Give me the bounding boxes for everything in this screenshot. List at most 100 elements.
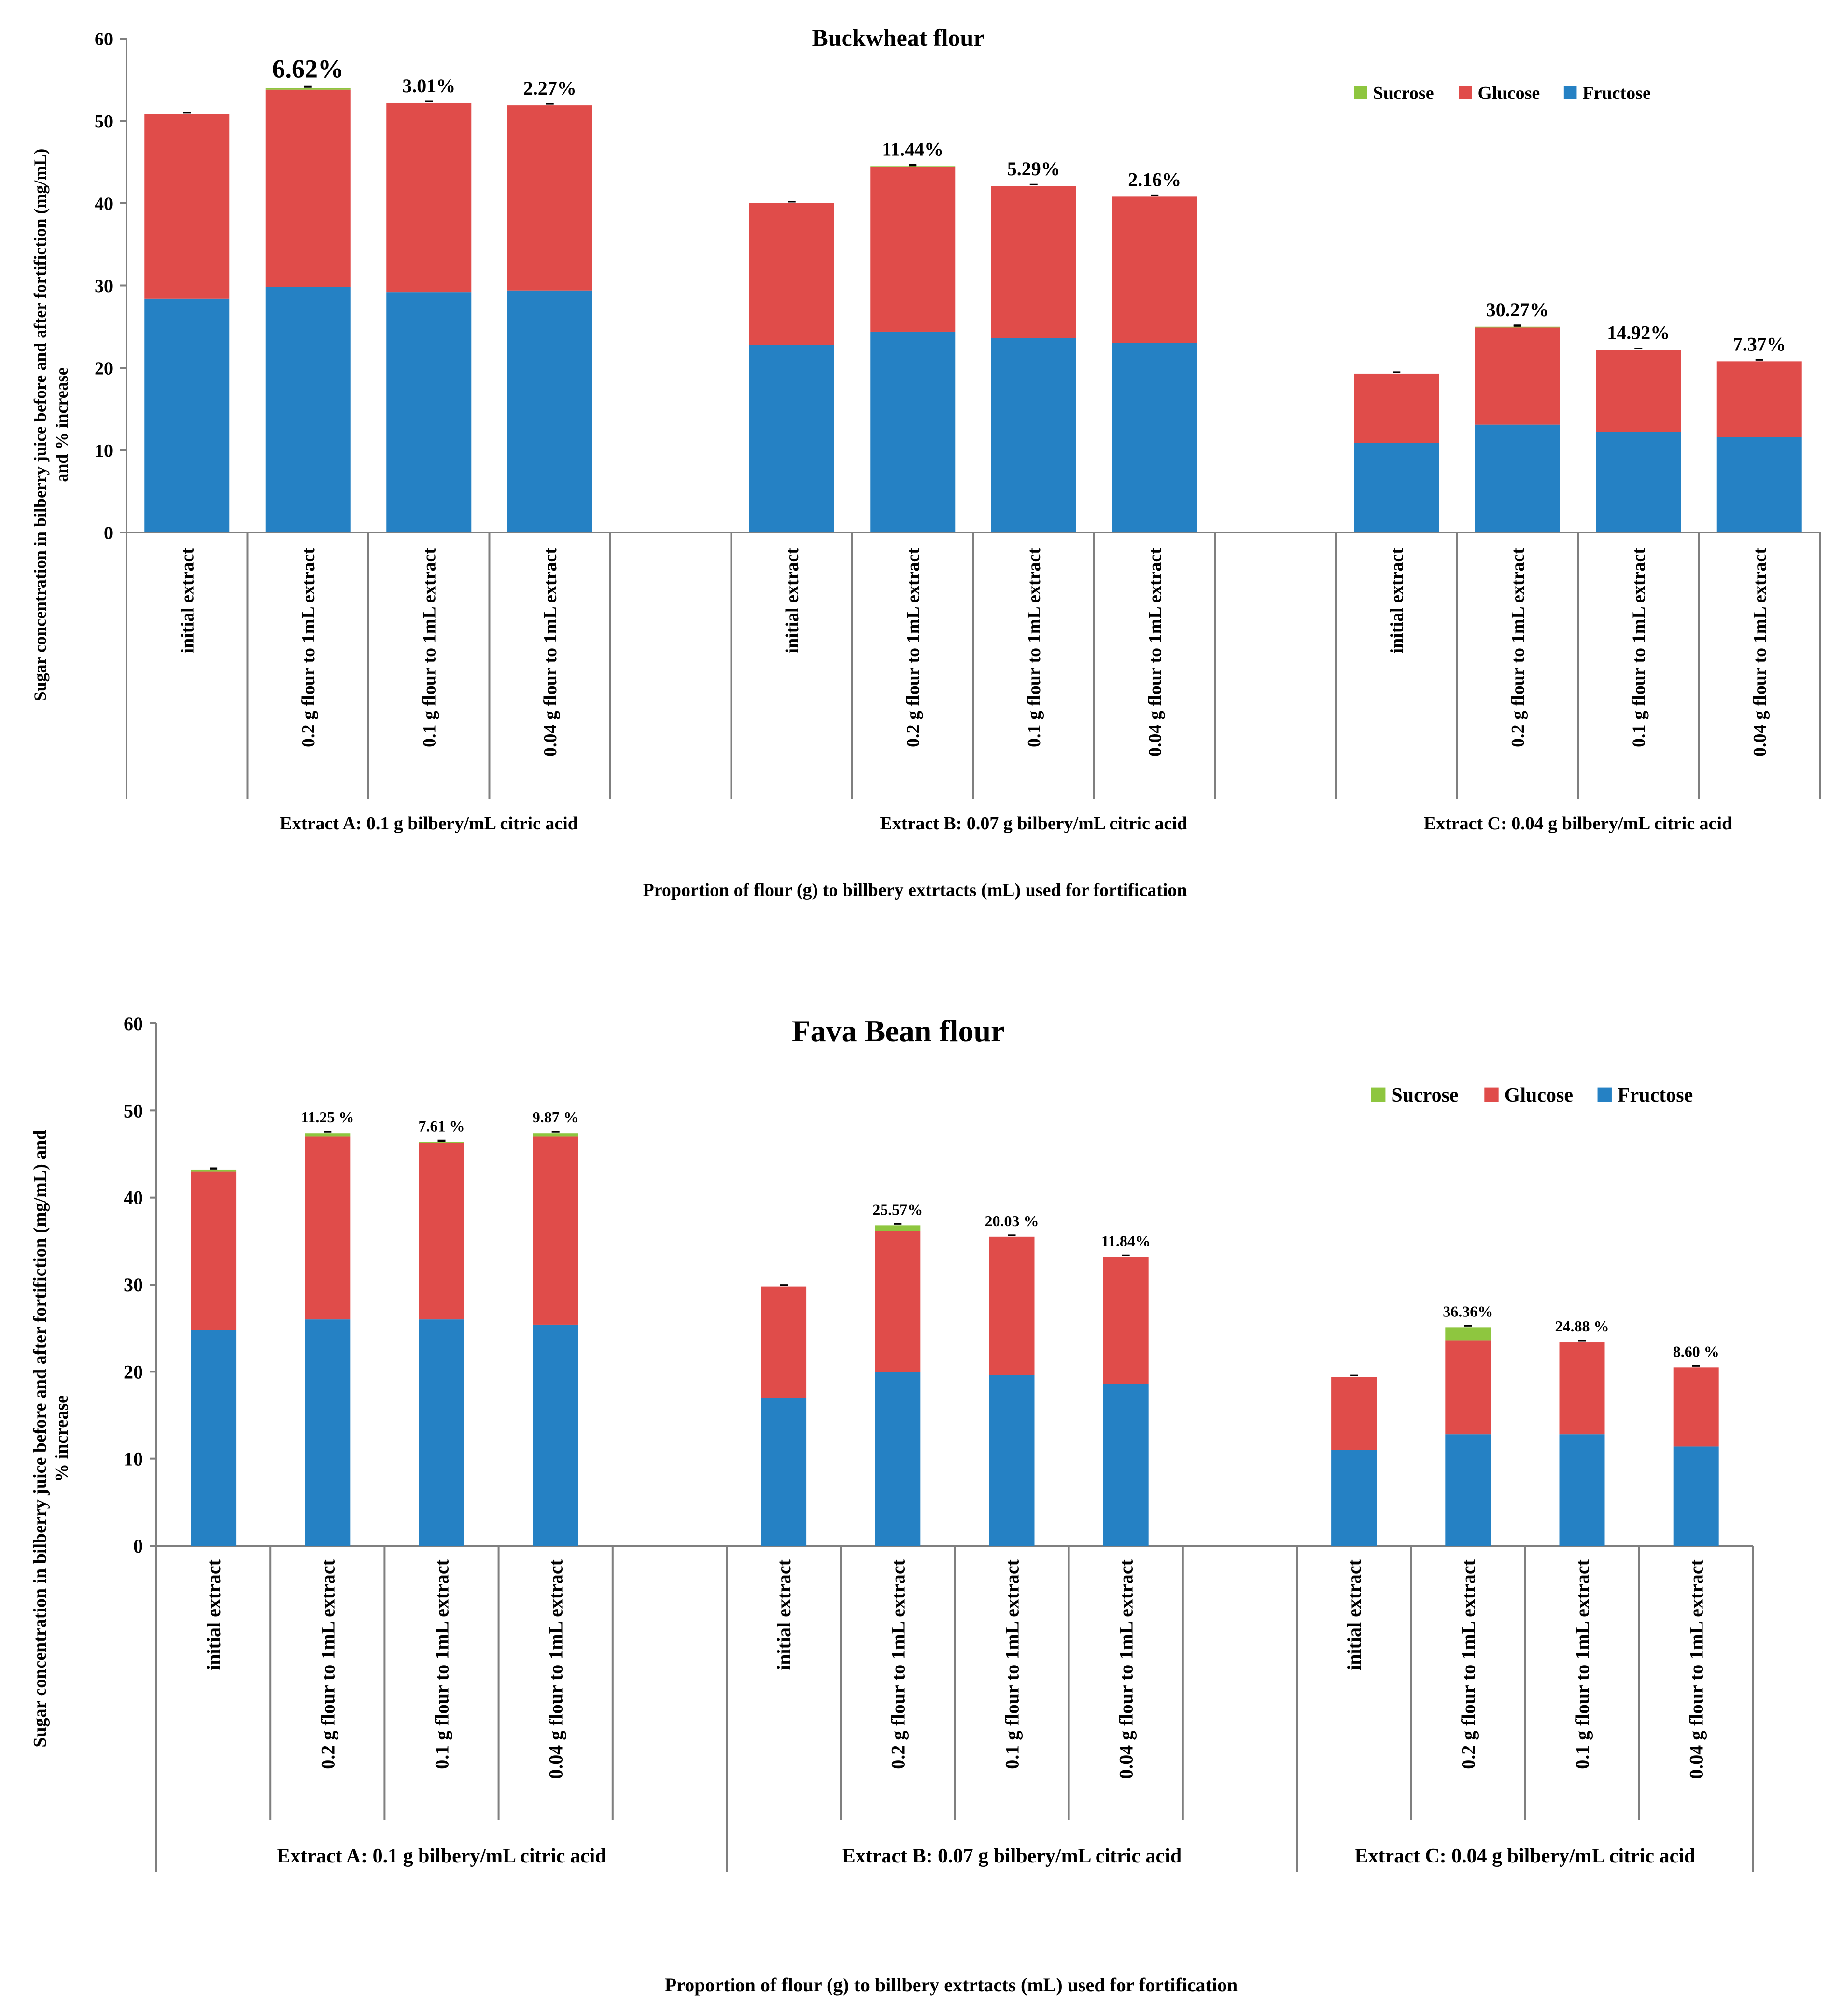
- category-label: 0.04 g flour to 1mL extract: [1750, 548, 1770, 756]
- bar-glucose: [144, 114, 230, 299]
- bar-glucose: [419, 1143, 464, 1320]
- legend-label: Glucose: [1478, 83, 1540, 103]
- percent-increase-label: 5.29%: [1007, 158, 1060, 180]
- bar-fructose: [989, 1375, 1035, 1546]
- category-label: 0.2 g flour to 1mL extract: [903, 548, 924, 747]
- legend-swatch-sucrose: [1354, 86, 1367, 99]
- percent-increase-label: 9.87 %: [533, 1108, 579, 1126]
- y-tick-label: 10: [95, 441, 113, 461]
- bar-sucrose: [1475, 326, 1560, 328]
- bar-glucose: [1112, 196, 1197, 343]
- category-label: 0.1 g flour to 1mL extract: [1572, 1559, 1593, 1769]
- bar-fructose: [1596, 432, 1681, 532]
- bar-glucose: [1103, 1257, 1149, 1384]
- group-label: Extract B: 0.07 g bilbery/mL citric acid: [842, 1845, 1182, 1867]
- bar-fructose: [191, 1330, 237, 1546]
- group-label: Extract A: 0.1 g bilbery/mL citric acid: [280, 813, 578, 834]
- bar-glucose: [1596, 350, 1681, 432]
- category-label: initial extract: [1343, 1559, 1365, 1670]
- category-label: 0.2 g flour to 1mL extract: [298, 548, 319, 747]
- percent-increase-label: 7.37%: [1733, 333, 1786, 355]
- bar-fructose: [1354, 443, 1439, 532]
- bar-sucrose: [265, 88, 351, 90]
- category-label: 0.1 g flour to 1mL extract: [1629, 548, 1649, 747]
- percent-increase-label: 2.27%: [523, 77, 577, 99]
- category-label: 0.2 g flour to 1mL extract: [1457, 1559, 1479, 1769]
- legend-swatch-glucose: [1484, 1087, 1499, 1102]
- category-label: initial extract: [1387, 548, 1407, 654]
- bar-fructose: [1112, 343, 1197, 532]
- bar-fructose: [761, 1398, 807, 1546]
- y-axis-label: Sugar concentration in bilberry juice be…: [30, 1130, 50, 1747]
- percent-increase-label: 3.01%: [402, 75, 455, 97]
- percent-increase-label: 11.25 %: [301, 1108, 354, 1126]
- percent-increase-label: 2.16%: [1128, 168, 1181, 190]
- y-tick-label: 20: [124, 1361, 143, 1383]
- category-label: 0.1 g flour to 1mL extract: [1024, 548, 1044, 747]
- percent-increase-label: 6.62%: [272, 54, 344, 83]
- bar-glucose: [1673, 1367, 1719, 1447]
- percent-increase-label: 14.92%: [1607, 322, 1670, 343]
- bar-fructose: [1559, 1434, 1605, 1546]
- category-label: initial extract: [178, 548, 198, 654]
- y-tick-label: 0: [104, 523, 113, 543]
- y-tick-label: 40: [124, 1187, 143, 1209]
- bar-glucose: [991, 186, 1076, 338]
- bar-glucose: [1716, 361, 1802, 437]
- y-tick-label: 60: [124, 1013, 143, 1035]
- y-tick-label: 50: [95, 112, 113, 132]
- bar-sucrose: [875, 1225, 921, 1231]
- bar-fructose: [507, 290, 592, 532]
- legend-label: Fructose: [1582, 83, 1650, 103]
- category-label: 0.2 g flour to 1mL extract: [317, 1559, 338, 1769]
- bar-fructose: [144, 298, 230, 532]
- bar-glucose: [386, 102, 472, 293]
- category-label: initial extract: [203, 1559, 225, 1670]
- bar-sucrose: [191, 1169, 237, 1172]
- group-label: Extract B: 0.07 g bilbery/mL citric acid: [880, 813, 1187, 834]
- y-tick-label: 50: [124, 1100, 143, 1121]
- bar-fructose: [1445, 1434, 1491, 1546]
- bar-glucose: [1445, 1340, 1491, 1435]
- bar-sucrose: [305, 1133, 351, 1137]
- bar-glucose: [191, 1171, 237, 1330]
- group-label: Extract A: 0.1 g bilbery/mL citric acid: [277, 1845, 606, 1867]
- bar-glucose: [1475, 327, 1560, 425]
- x-axis-label: Proportion of flour (g) to billbery extr…: [665, 1974, 1238, 1996]
- category-label: 0.2 g flour to 1mL extract: [1508, 548, 1528, 747]
- bar-glucose: [507, 105, 592, 291]
- bar-glucose: [1559, 1342, 1605, 1435]
- bar-fructose: [305, 1319, 351, 1546]
- bar-fructose: [419, 1319, 464, 1546]
- bar-glucose: [989, 1236, 1035, 1375]
- bar-sucrose: [870, 166, 956, 167]
- bar-sucrose: [533, 1133, 578, 1137]
- bar-fructose: [1331, 1450, 1377, 1546]
- bar-glucose: [305, 1136, 351, 1320]
- y-tick-label: 20: [95, 358, 113, 378]
- bar-sucrose: [1445, 1327, 1491, 1341]
- category-label: initial extract: [782, 548, 802, 654]
- category-label: 0.2 g flour to 1mL extract: [887, 1559, 909, 1769]
- bar-fructose: [991, 338, 1076, 532]
- category-label: 0.04 g flour to 1mL extract: [1686, 1559, 1707, 1778]
- y-tick-label: 30: [124, 1274, 143, 1296]
- bar-glucose: [870, 167, 956, 332]
- category-label: 0.1 g flour to 1mL extract: [431, 1559, 453, 1769]
- bar-glucose: [1354, 373, 1439, 443]
- y-axis-label-line2: and % increase: [52, 367, 71, 482]
- bar-glucose: [875, 1231, 921, 1372]
- bar-glucose: [265, 89, 351, 287]
- y-axis-label-line2: % increase: [52, 1395, 72, 1482]
- bar-fructose: [1716, 437, 1802, 532]
- percent-increase-label: 7.61 %: [419, 1117, 465, 1134]
- bar-fructose: [1673, 1446, 1719, 1546]
- bar-fructose: [1103, 1384, 1149, 1546]
- legend-label: Sucrose: [1391, 1084, 1458, 1106]
- y-tick-label: 40: [95, 194, 113, 214]
- bar-fructose: [749, 345, 834, 532]
- bar-fructose: [533, 1324, 578, 1546]
- percent-increase-label: 11.44%: [882, 138, 943, 160]
- y-tick-label: 30: [95, 276, 113, 296]
